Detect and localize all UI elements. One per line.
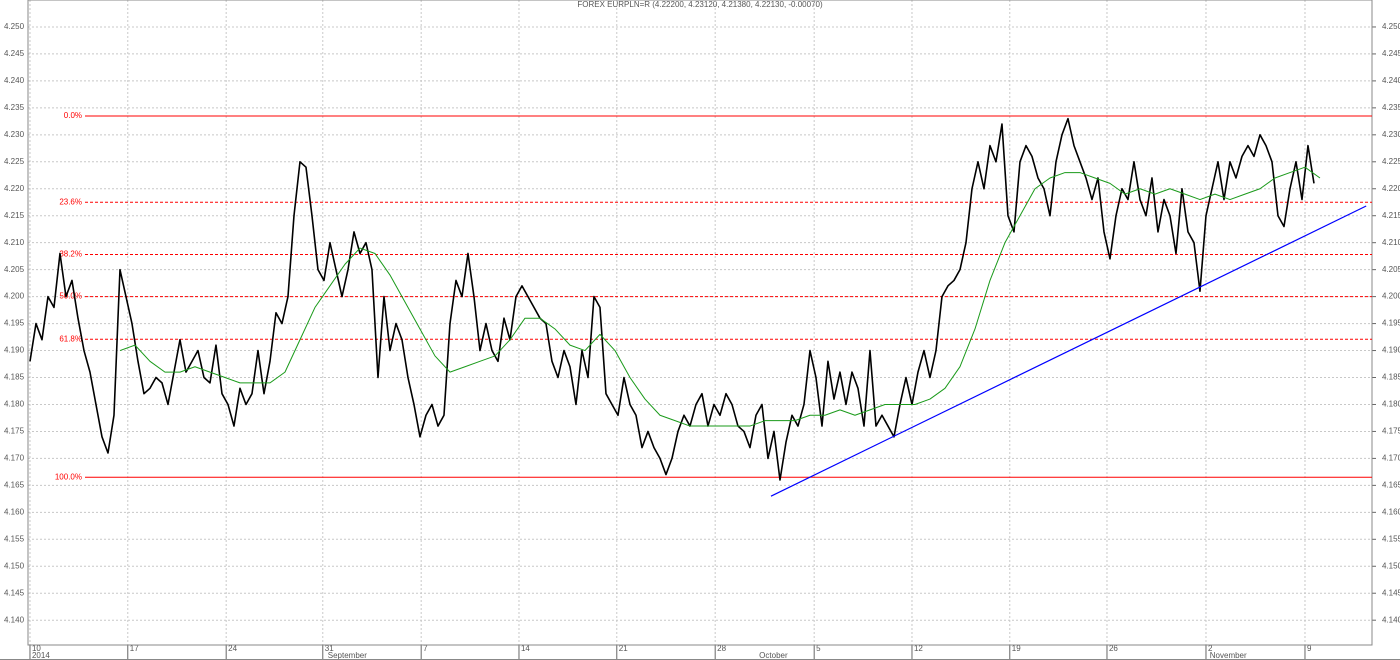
y-tick-label: 4.205 [4,265,25,274]
x-tick-label: 21 [619,644,628,653]
y-tick-label: 4.200 [4,292,25,301]
y-tick-label: 4.210 [4,238,25,247]
y-tick-label-right: 4.140 [1382,615,1400,624]
y-tick-label-right: 4.155 [1382,534,1400,543]
x-tick-label: 24 [228,644,237,653]
y-tick-label-right: 4.235 [1382,103,1400,112]
y-tick-label: 4.215 [4,211,25,220]
y-tick-label-right: 4.175 [1382,427,1400,436]
y-tick-label-right: 4.240 [1382,76,1400,85]
fibonacci-label: 61.8% [59,334,82,343]
y-tick-label: 4.140 [4,615,25,624]
y-tick-label-right: 4.170 [1382,454,1400,463]
y-tick-label: 4.225 [4,157,25,166]
fibonacci-label: 50.0% [59,292,82,301]
y-tick-label: 4.245 [4,49,25,58]
x-tick-label: 12 [914,644,923,653]
x-tick-label: 2 [1208,644,1213,653]
y-tick-label: 4.165 [4,480,25,489]
y-tick-label: 4.235 [4,103,25,112]
moving-average-line [119,166,1321,427]
y-tick-label-right: 4.200 [1382,292,1400,301]
y-tick-label: 4.240 [4,76,25,85]
y-tick-label-right: 4.180 [1382,400,1400,409]
y-tick-label: 4.160 [4,507,25,516]
fibonacci-label: 38.2% [59,250,82,259]
y-tick-label-right: 4.210 [1382,238,1400,247]
x-tick-label: 28 [717,644,726,653]
y-tick-label-right: 4.215 [1382,211,1400,220]
x-tick-label: 10 [32,644,41,653]
month-label: 2014 [32,651,50,660]
x-tick-label: 14 [521,644,530,653]
x-tick-label: 31 [325,644,334,653]
y-tick-label: 4.170 [4,454,25,463]
price-line [29,117,1315,481]
y-tick-label: 4.175 [4,427,25,436]
y-tick-label: 4.155 [4,534,25,543]
y-tick-label: 4.150 [4,561,25,570]
y-tick-label-right: 4.150 [1382,561,1400,570]
y-tick-label-right: 4.230 [1382,130,1400,139]
y-tick-label-right: 4.220 [1382,184,1400,193]
y-tick-label: 4.190 [4,346,25,355]
x-tick-label: 19 [1012,644,1021,653]
x-tick-label: 9 [1307,644,1312,653]
y-tick-label: 4.230 [4,130,25,139]
y-tick-label: 4.180 [4,400,25,409]
month-label: November [1210,651,1247,660]
month-label: September [328,651,367,660]
fibonacci-label: 100.0% [55,472,82,481]
y-tick-label-right: 4.160 [1382,507,1400,516]
x-tick-label: 17 [130,644,139,653]
chart-title: FOREX EURPLN=R (4.22200, 4.23120, 4.2138… [577,0,823,9]
y-tick-label: 4.220 [4,184,25,193]
y-tick-label: 4.185 [4,373,25,382]
y-tick-label-right: 4.185 [1382,373,1400,382]
y-tick-label: 4.195 [4,319,25,328]
y-tick-label-right: 4.145 [1382,588,1400,597]
fibonacci-label: 23.6% [59,197,82,206]
y-tick-label-right: 4.250 [1382,22,1400,31]
plot-frame [27,0,1373,646]
y-tick-label: 4.250 [4,22,25,31]
x-tick-label: 26 [1109,644,1118,653]
month-label: October [759,651,788,660]
y-tick-label-right: 4.190 [1382,346,1400,355]
y-tick-label-right: 4.225 [1382,157,1400,166]
y-tick-label: 4.145 [4,588,25,597]
y-tick-label-right: 4.205 [1382,265,1400,274]
y-tick-label-right: 4.195 [1382,319,1400,328]
y-tick-label-right: 4.165 [1382,480,1400,489]
x-tick-label: 7 [423,644,428,653]
fibonacci-label: 0.0% [64,111,82,120]
y-tick-label-right: 4.245 [1382,49,1400,58]
trendline [770,205,1367,497]
x-tick-label: 5 [816,644,821,653]
